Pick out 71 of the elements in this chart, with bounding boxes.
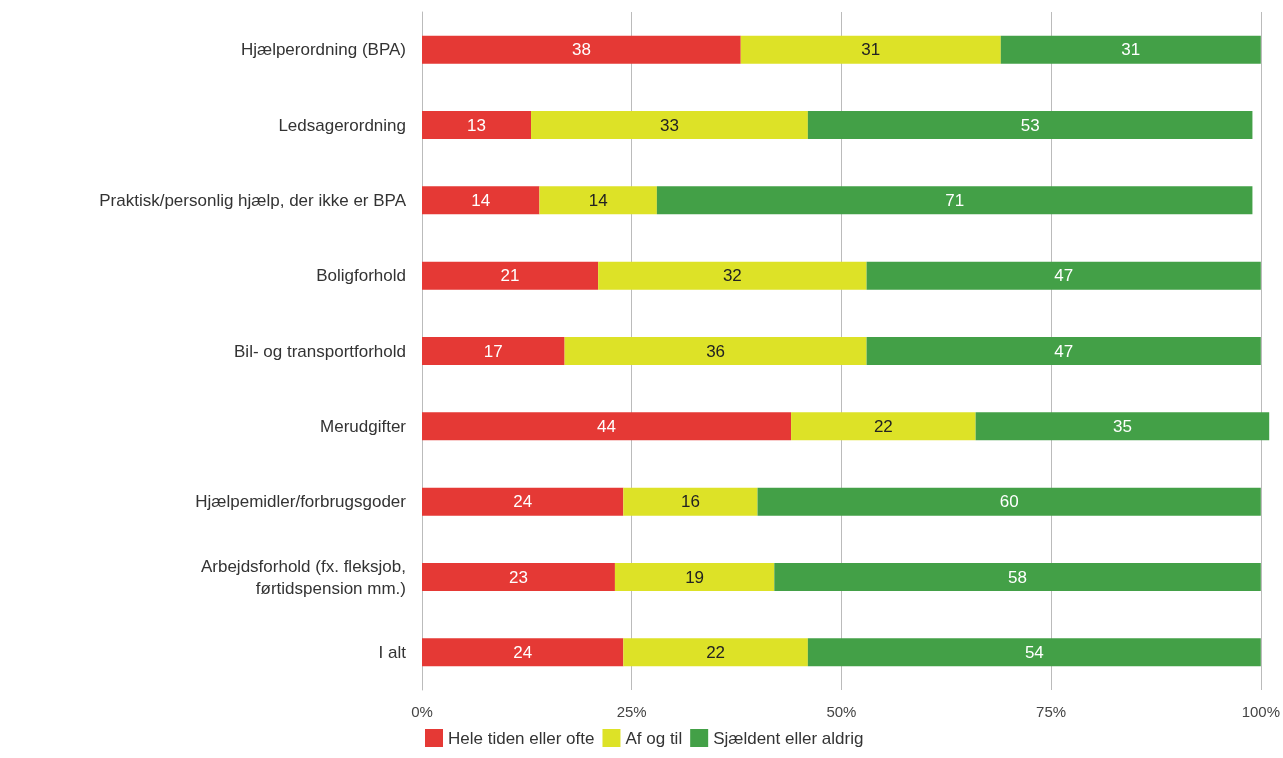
- bar: [422, 563, 615, 591]
- data-label: 53: [1020, 115, 1040, 135]
- y-tick-label: Ledsagerordning: [278, 115, 406, 135]
- data-label: 58: [1008, 567, 1028, 587]
- data-label: 33: [659, 115, 679, 135]
- data-label: 71: [945, 190, 965, 210]
- y-tick-label: I alt: [378, 642, 407, 662]
- bar: [422, 487, 624, 516]
- bar: [774, 563, 1261, 591]
- data-label: 23: [509, 567, 528, 587]
- bar: [422, 261, 599, 290]
- bar: [422, 412, 792, 441]
- data-label: 47: [1054, 341, 1074, 361]
- bar: [564, 337, 867, 365]
- bar: [1000, 35, 1261, 64]
- legend-label: Af og til: [625, 728, 683, 748]
- data-label: 22: [706, 642, 726, 662]
- bar: [807, 111, 1253, 139]
- x-tick-label: 100%: [1241, 703, 1281, 720]
- bar: [757, 487, 1261, 516]
- x-tick-label: 25%: [616, 703, 647, 720]
- bar: [866, 261, 1261, 290]
- y-tick-label: Merudgifter: [320, 416, 407, 436]
- data-label: 32: [722, 266, 742, 286]
- y-tick-label: Praktisk/personlig hjælp, der ikke er BPA: [99, 190, 407, 210]
- bar: [422, 111, 532, 139]
- bar: [422, 35, 741, 64]
- data-label: 19: [685, 567, 705, 587]
- y-tick-label: Hjælperordning (BPA): [240, 40, 406, 60]
- y-tick-label: Boligforhold: [316, 266, 406, 286]
- data-label: 14: [588, 190, 608, 210]
- bar: [866, 337, 1261, 365]
- y-tick-label: Arbejdsforhold (fx. fleksjob, førtidspension mm.): [200, 556, 406, 598]
- bar: [598, 261, 867, 290]
- data-label: 35: [1112, 416, 1132, 436]
- bar: [531, 111, 808, 139]
- bar: [656, 186, 1253, 215]
- data-label: 24: [513, 642, 533, 662]
- data-label: 16: [680, 492, 700, 512]
- data-label: 17: [483, 341, 503, 361]
- bar: [791, 412, 976, 441]
- bar: [807, 638, 1261, 667]
- x-tick-label: 50%: [826, 703, 857, 720]
- data-label: 54: [1024, 642, 1044, 662]
- bar: [422, 337, 565, 365]
- bar: [975, 412, 1270, 441]
- data-label: 14: [471, 190, 491, 210]
- bar: [422, 186, 540, 215]
- data-label: 13: [467, 115, 486, 135]
- data-label: 24: [513, 492, 533, 512]
- y-tick-label: Hjælpemidler/forbrugsgoder: [195, 492, 407, 512]
- legend-label: Hele tiden eller ofte: [448, 728, 595, 748]
- data-label: 21: [500, 266, 520, 286]
- bar: [539, 186, 657, 215]
- legend-label: Sjældent eller aldrig: [713, 728, 864, 748]
- bar: [422, 638, 624, 667]
- x-tick-label: 75%: [1036, 703, 1067, 720]
- bar: [614, 563, 775, 591]
- data-label: 38: [571, 40, 591, 60]
- data-label: 31: [861, 40, 881, 60]
- bar: [623, 638, 808, 667]
- bar: [740, 35, 1001, 64]
- x-tick-label: 0%: [411, 703, 433, 720]
- data-label: 47: [1054, 266, 1074, 286]
- data-label: 44: [597, 416, 616, 436]
- y-tick-label: Bil- og transportforhold: [234, 341, 406, 361]
- data-label: 36: [706, 341, 726, 361]
- data-label: 60: [999, 492, 1019, 512]
- bar: [623, 487, 758, 516]
- data-label: 22: [873, 416, 893, 436]
- data-label: 31: [1121, 40, 1141, 60]
